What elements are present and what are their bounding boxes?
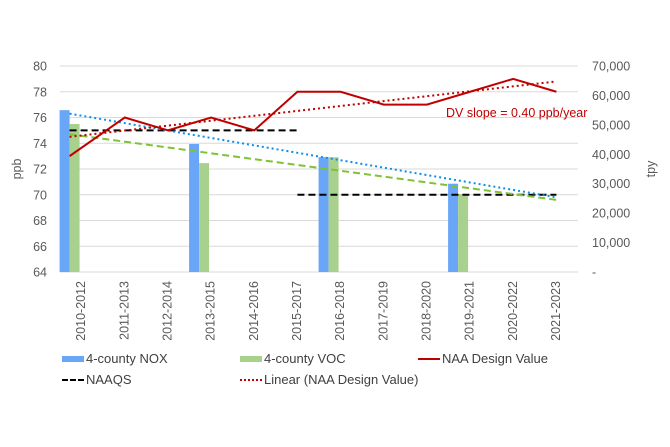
legend-label: Linear (NAA Design Value)	[264, 372, 419, 387]
right-tick-label: 20,000	[592, 207, 630, 221]
x-tick-label: 2010-2012	[74, 281, 88, 341]
left-tick-label: 70	[33, 188, 47, 202]
right-tick-label: 10,000	[592, 236, 630, 250]
right-tick-label: 70,000	[592, 60, 630, 74]
right-tick-label: -	[592, 266, 596, 280]
bars	[59, 110, 469, 273]
x-tick-label: 2017-2019	[376, 281, 390, 341]
legend-label: NAA Design Value	[442, 351, 548, 366]
design-value-line	[69, 77, 557, 157]
legend-label: NAAQS	[86, 372, 132, 387]
nox-bar	[318, 157, 329, 272]
legend-item-linear: Linear (NAA Design Value)	[240, 372, 418, 387]
x-tick-label: 2016-2018	[333, 281, 347, 341]
linear-swatch	[240, 378, 262, 381]
legend: 4-county NOX 4-county VOC NAA Design Val…	[62, 348, 582, 390]
nox-swatch	[62, 355, 84, 362]
voc-bar	[69, 123, 80, 272]
legend-label: 4-county NOX	[86, 351, 168, 366]
x-tick-label: 2014-2016	[247, 281, 261, 341]
x-tick-label: 2021-2023	[549, 281, 563, 341]
legend-item-naaqs: NAAQS	[62, 372, 240, 387]
right-tick-label: 60,000	[592, 89, 630, 103]
voc-trendline	[69, 133, 557, 201]
legend-item-design-value: NAA Design Value	[418, 351, 548, 366]
right-axis-title: tpy	[644, 160, 658, 177]
naaqs-swatch	[62, 378, 84, 381]
legend-item-voc: 4-county VOC	[240, 351, 418, 366]
x-tick-label: 2011-2013	[117, 281, 131, 340]
legend-item-nox: 4-county NOX	[62, 351, 240, 366]
left-tick-label: 80	[33, 60, 47, 74]
x-tick-label: 2013-2015	[204, 281, 218, 341]
nox-bar	[59, 110, 70, 273]
left-tick-label: 76	[33, 111, 47, 125]
nox-bar	[448, 183, 459, 272]
x-tick-label: 2020-2022	[506, 281, 520, 341]
x-axis-ticks: 2010-2012 2011-2013 2012-2014 2013-2015 2014…	[74, 281, 563, 341]
voc-bar	[328, 157, 339, 272]
x-tick-label: 2015-2017	[290, 281, 304, 341]
left-axis-title: ppb	[10, 159, 24, 180]
left-tick-label: 64	[33, 266, 47, 280]
voc-bar	[199, 163, 210, 272]
x-tick-label: 2018-2020	[419, 281, 433, 341]
left-tick-label: 78	[33, 85, 47, 99]
left-tick-label: 68	[33, 214, 47, 228]
x-tick-label: 2019-2021	[463, 281, 477, 341]
left-tick-label: 72	[33, 163, 47, 177]
voc-bar	[458, 194, 469, 272]
dv-trendline	[69, 80, 557, 138]
left-tick-label: 66	[33, 240, 47, 254]
design-value-swatch	[418, 357, 440, 360]
left-tick-label: 74	[33, 137, 47, 151]
legend-label: 4-county VOC	[264, 351, 346, 366]
voc-swatch	[240, 355, 262, 362]
right-tick-label: 30,000	[592, 177, 630, 191]
left-axis-ticks: 64 66 68 70 72 74 76 78 80	[33, 60, 47, 280]
right-axis-ticks: - 10,000 20,000 30,000 40,000 50,000 60,000 70,…	[592, 60, 630, 280]
x-tick-label: 2012-2014	[160, 281, 174, 341]
right-tick-label: 50,000	[592, 118, 630, 132]
right-tick-label: 40,000	[592, 148, 630, 162]
dv-slope-annotation: DV slope = 0.40 ppb/year	[446, 106, 587, 120]
lines	[69, 77, 557, 201]
nox-bar	[189, 143, 200, 272]
nox-trendline	[69, 112, 557, 199]
